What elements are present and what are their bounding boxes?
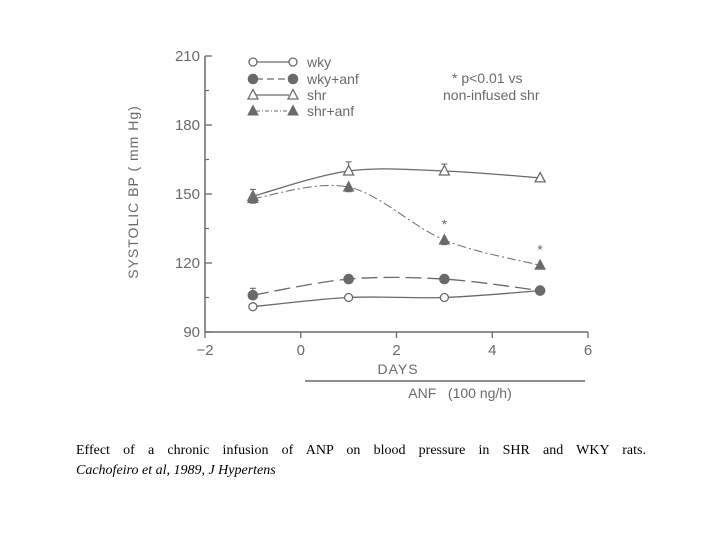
data-point [438,164,451,176]
data-point [248,302,258,312]
data-point [342,180,355,192]
y-axis-label: SYSTOLIC BP ( mm Hg) [125,105,141,279]
data-point [534,171,547,183]
legend-marker-left [247,104,259,116]
legend-label: shr+anf [307,103,354,119]
legend-entry: wky+anf [247,71,359,87]
series-line [252,168,541,197]
y-tick-label: 90 [183,324,200,341]
x-tick-label: 4 [488,342,496,359]
legend-marker-left [248,57,258,67]
data-point [343,292,354,303]
data-point [342,164,355,176]
series-shr+anf: ** [247,180,546,270]
x-tick-label: −2 [196,342,213,359]
legend-marker-right [288,57,298,67]
y-tick-label: 120 [175,255,200,272]
legend-marker-right [287,73,299,85]
significance-marker: * [442,216,448,232]
data-point [439,292,450,303]
figure-caption: Effect of a chronic infusion of ANP on b… [76,441,646,481]
legend-marker-right [286,88,300,100]
series-line [252,184,541,266]
legend-entry: shr [246,87,327,103]
data-point [438,233,451,245]
caption-line-1: Effect of a chronic infusion of ANP on b… [76,443,646,458]
significance-marker: * [537,241,543,257]
series-shr [246,161,547,201]
data-point [247,289,259,301]
chart-ticks: 90 120 150 180 210 −2 0 2 4 6 [175,48,592,359]
significance-note-line-2: non-infused shr [443,87,540,103]
series-line [252,289,541,308]
data-point [439,273,450,285]
series-wky [248,285,545,312]
treatment-bar-label: ANF (100 ng/h) [408,385,512,401]
x-axis-label: DAYS [377,361,418,377]
chart-series: ** [246,161,547,312]
data-point [343,273,354,285]
x-tick-label: 0 [297,342,305,359]
data-point [534,258,546,270]
x-tick-label: 6 [584,342,592,359]
x-tick-label: 2 [392,342,400,359]
significance-note-line-1: * p<0.01 vs [452,70,522,86]
legend-marker-left [246,88,260,100]
legend-entry: wky [248,54,331,70]
y-tick-label: 180 [175,117,200,134]
legend-marker-right [287,104,299,116]
caption-line-2: Cachofeiro et al, 1989, J Hypertens [76,463,276,478]
legend-marker-left [247,73,259,85]
y-tick-label: 210 [175,48,200,65]
data-point [534,285,546,296]
data-point [247,192,259,204]
legend-entry: shr+anf [247,103,354,119]
series-line [252,276,541,296]
legend-label: shr [307,87,327,103]
legend-label: wky+anf [306,71,359,87]
y-tick-label: 150 [175,186,200,203]
legend-label: wky [306,54,331,70]
series-wky+anf [247,273,546,301]
